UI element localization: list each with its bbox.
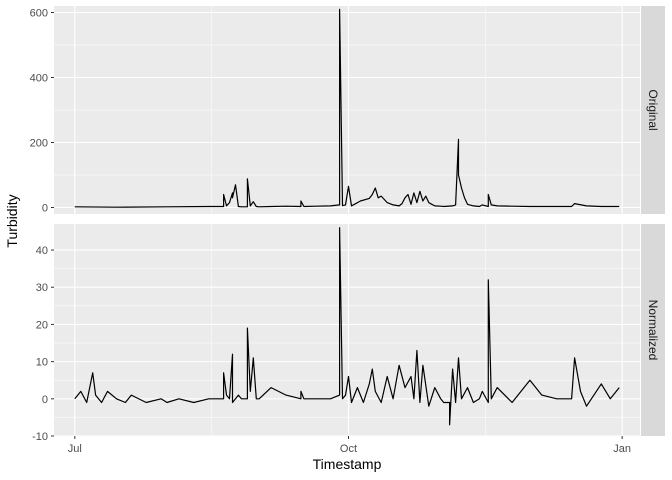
grid-lines	[54, 6, 640, 437]
strip-label-original: Original	[646, 89, 660, 130]
y-tick-label: 0	[42, 394, 48, 406]
series-line-original	[74, 8, 620, 208]
strip-original-background	[641, 6, 665, 214]
series-line-normalized	[74, 227, 620, 426]
x-tick-label: Jan	[613, 443, 631, 455]
series-lines	[74, 8, 620, 426]
y-tick-label: 400	[30, 73, 48, 85]
panel-normalized-background	[54, 224, 640, 436]
y-tick-label: 0	[42, 203, 48, 215]
x-tick-label: Oct	[340, 443, 357, 455]
y-tick-label: 40	[36, 245, 48, 257]
strip-label-normalized: Normalized	[646, 300, 660, 361]
y-tick-label: 10	[36, 357, 48, 369]
y-tick-label: 600	[30, 8, 48, 20]
x-tick-label: Jul	[68, 443, 82, 455]
y-tick-label: -10	[32, 431, 48, 443]
y-tick-label: 200	[30, 138, 48, 150]
y-tick-label: 20	[36, 319, 48, 331]
y-axis-title: Turbidity	[4, 194, 20, 247]
strip-normalized-background	[641, 224, 665, 436]
tick-labels: 0 200 400 600 -10 0 10 20 30 40 Jul Oct Jan	[30, 8, 631, 456]
x-axis-title: Timestamp	[313, 456, 382, 472]
y-tick-label: 30	[36, 282, 48, 294]
